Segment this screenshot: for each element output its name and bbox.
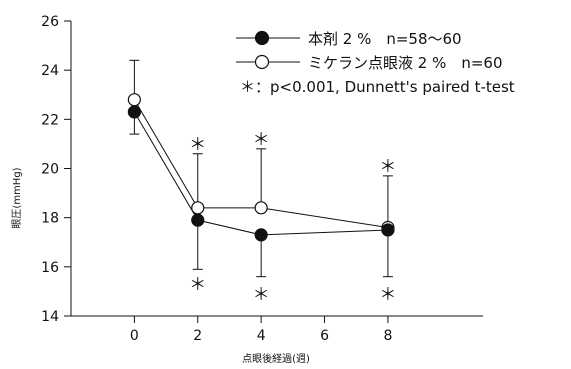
x-axis-title: 点眼後経過(週)	[242, 352, 310, 365]
significance-star: ＊	[379, 285, 396, 305]
legend: 本剤 2 % n=58〜60 ミケラン点眼液 2 % n=60 ＊：p<0.00…	[236, 30, 515, 96]
y-axis-title: 眼圧(mmHg)	[11, 167, 23, 228]
legend-marker-series-1	[254, 30, 270, 46]
x-tick-label: 4	[257, 328, 266, 344]
series-2-point	[254, 201, 268, 215]
series-2-line	[133, 99, 388, 228]
x-tick-label: 6	[320, 328, 329, 344]
y-tick-label: 16	[41, 260, 59, 276]
chart-marks: ＊ ＊ ＊ ＊ ＊ ＊	[127, 59, 396, 305]
legend-marker-series-2	[254, 54, 270, 70]
y-tick-label: 20	[41, 162, 59, 178]
legend-label-series-2: ミケラン点眼液 2 % n=60	[308, 54, 503, 72]
legend-label-series-1: 本剤 2 % n=58〜60	[308, 30, 462, 48]
y-tick-label: 22	[41, 112, 59, 128]
x-tick-label: 8	[383, 328, 392, 344]
series-1-point	[127, 105, 141, 119]
y-tick-label: 18	[41, 211, 59, 227]
significance-star: ＊	[189, 135, 206, 155]
y-tick-label: 24	[41, 63, 59, 79]
series-1-line	[133, 111, 388, 236]
y-tick-label: 14	[41, 309, 59, 325]
x-tick-label: 2	[193, 328, 202, 344]
series-1-point	[191, 213, 205, 227]
significance-star: ＊	[253, 130, 270, 150]
x-tick-label: 0	[130, 328, 139, 344]
y-tick-label: 26	[41, 14, 59, 30]
series-1-point	[254, 228, 268, 242]
significance-star: ＊	[253, 285, 270, 305]
significance-note: ＊：p<0.001, Dunnett's paired t-test	[240, 78, 515, 96]
significance-star: ＊	[379, 157, 396, 177]
series-2-point	[127, 93, 141, 107]
series-1-point	[381, 223, 395, 237]
significance-star: ＊	[189, 275, 206, 295]
series-2-point	[191, 201, 205, 215]
